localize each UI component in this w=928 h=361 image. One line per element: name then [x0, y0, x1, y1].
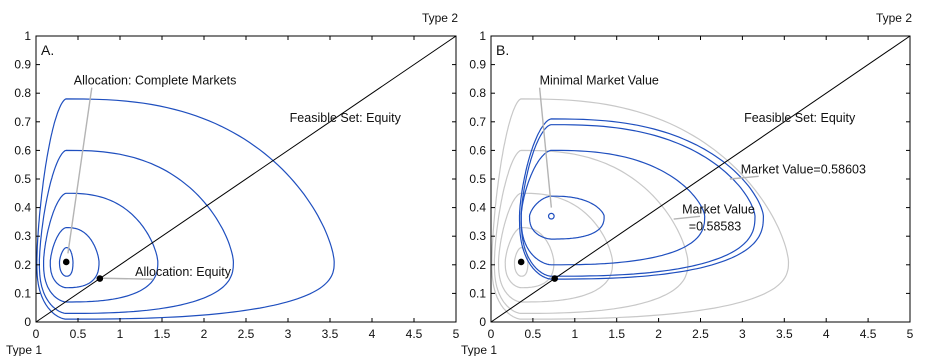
x-tick-label: 4 [369, 327, 376, 341]
x-tick-label: 3 [285, 327, 292, 341]
x-tick-label: 1 [571, 327, 578, 341]
y-tick-label: 0.8 [469, 86, 486, 100]
x-tick-label: 0.5 [525, 327, 542, 341]
panel-b: 0 0.5 1 1.5 2 2.5 3 3.5 4 4.5 5 0 0.1 0.2 0.3 0.4 0.5 0.6… [461, 11, 914, 357]
x-tick-label: 1.5 [154, 327, 171, 341]
y-tick-label: 0.7 [14, 115, 31, 129]
contour-4 [518, 118, 765, 280]
y-tick-label: 0.2 [14, 258, 31, 272]
y-tick-label: 0.2 [469, 258, 486, 272]
background-contour-5 [491, 98, 790, 320]
contour-5 [36, 98, 335, 320]
y-tick-label: 0.9 [469, 58, 486, 72]
x-tick-label: 3.5 [322, 327, 339, 341]
y-tick-label: 1 [479, 29, 486, 43]
x-tick-label: 2 [655, 327, 662, 341]
annotation-label: Feasible Set: Equity [290, 111, 402, 125]
x-tick-label: 2.5 [238, 327, 255, 341]
y-tick-label: 0 [24, 315, 31, 329]
annotation-leader [673, 215, 701, 220]
allocation-point [96, 275, 104, 282]
y-tick-label: 1 [24, 29, 31, 43]
x-tick-label: 2.5 [692, 327, 709, 341]
y-tick-label: 0.1 [14, 286, 31, 300]
x-tick-label: 1 [117, 327, 124, 341]
x-tick-label: 5 [453, 327, 460, 341]
y-tick-label: 0.3 [469, 229, 486, 243]
annotation-label: Allocation: Complete Markets [74, 74, 237, 88]
annotation-leader [67, 87, 93, 254]
feasible-set-line [490, 35, 911, 323]
annotation-label: Market Value=0.58603 [741, 162, 866, 176]
y-tick-label: 0.1 [469, 286, 486, 300]
y-axis-label: Type 2 [422, 11, 458, 25]
y-tick-label: 0.6 [14, 143, 31, 157]
y-tick-label: 0 [479, 315, 486, 329]
annotation-label: Market Value [682, 202, 755, 216]
background-contour-2 [504, 227, 555, 289]
panel-label: B. [496, 42, 509, 58]
x-axis-label: Type 1 [461, 343, 497, 356]
x-tick-label: 3.5 [776, 327, 793, 341]
annotation-leader [729, 175, 759, 180]
x-axis-label: Type 1 [6, 343, 42, 356]
y-tick-label: 0.8 [14, 86, 31, 100]
contour-4 [38, 149, 235, 314]
panel-a: 0 0.5 1 1.5 2 2.5 3 3.5 4 4.5 5 0 0.1 0.2 0.3 0.4 0.5 0.6… [6, 11, 460, 357]
x-tick-label: 0 [33, 327, 40, 341]
contour-1 [528, 195, 605, 240]
y-axis-label: Type 2 [876, 11, 912, 25]
annotation-leader [538, 87, 553, 208]
x-tick-label: 4.5 [860, 327, 877, 341]
annotation-label: =0.58583 [689, 219, 742, 233]
x-tick-label: 4.5 [406, 327, 423, 341]
y-tick-label: 0.5 [469, 172, 486, 186]
allocation-point [517, 258, 525, 266]
contour-3 [520, 124, 756, 277]
contour-2 [520, 149, 706, 266]
annotation-label: Feasible Set: Equity [744, 111, 856, 125]
x-tick-label: 3 [739, 327, 746, 341]
contour-2 [49, 227, 100, 289]
minimal-value-point [547, 212, 555, 220]
y-tick-label: 0.4 [14, 201, 31, 215]
y-tick-label: 0.4 [469, 201, 486, 215]
x-tick-label: 0 [488, 327, 495, 341]
allocation-point [551, 275, 558, 282]
allocation-point [62, 258, 70, 266]
annotation-leader [103, 277, 154, 280]
y-tick-label: 0.9 [14, 58, 31, 72]
y-tick-label: 0.6 [469, 143, 486, 157]
x-tick-label: 1.5 [608, 327, 625, 341]
feasible-set-line [35, 35, 457, 323]
contour-1 [58, 247, 74, 277]
x-tick-label: 2 [201, 327, 208, 341]
panel-label: A. [41, 42, 54, 58]
annotation-label: Minimal Market Value [540, 74, 659, 88]
y-tick-label: 0.5 [14, 172, 31, 186]
x-tick-label: 5 [907, 327, 914, 341]
x-tick-label: 4 [823, 327, 830, 341]
y-tick-label: 0.3 [14, 229, 31, 243]
annotation-label: Allocation: Equity [135, 265, 232, 279]
y-tick-label: 0.7 [469, 115, 486, 129]
x-tick-label: 0.5 [70, 327, 87, 341]
contour-3 [43, 192, 159, 303]
background-contour-4 [493, 149, 689, 314]
background-contour-3 [497, 192, 614, 303]
